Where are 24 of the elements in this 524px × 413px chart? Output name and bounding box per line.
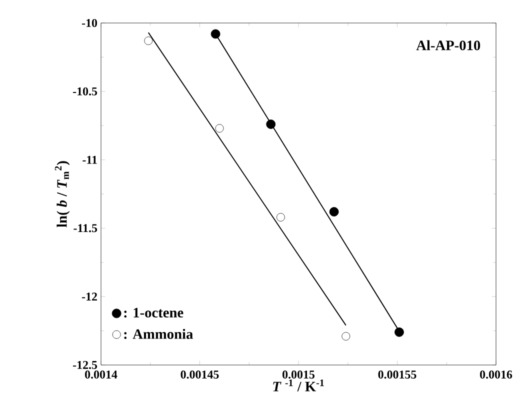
x-tick-label: 0.0014 — [85, 370, 118, 379]
point — [266, 120, 276, 129]
y-tick-label: -11 — [82, 156, 97, 164]
point — [215, 124, 224, 133]
x-tick-label: 0.00145 — [180, 370, 219, 379]
y-axis-title: ln( b / T$_{m}$$^{2}$) — [54, 161, 70, 228]
legend-label: : 1-octene — [124, 308, 184, 318]
point — [329, 207, 339, 216]
point — [144, 36, 153, 45]
legend-label: : Ammonia — [124, 328, 193, 340]
x-axis-title: T $^{-1}$ / K$^{-1}$ — [273, 379, 324, 392]
x-tick-label: 0.00155 — [378, 370, 416, 379]
y-tick-label: -12.5 — [73, 360, 98, 370]
point — [342, 332, 350, 340]
y-tick-label: -12 — [82, 292, 97, 301]
x-tick-label: 0.0015 — [282, 370, 314, 379]
point — [276, 213, 285, 222]
x-tick-label: 0.0016 — [480, 370, 512, 379]
y-tick-label: -10 — [82, 18, 98, 28]
point — [210, 29, 220, 39]
point — [394, 327, 404, 337]
y-tick-label: -11.5 — [74, 224, 98, 232]
y-tick-label: -10.5 — [73, 87, 98, 96]
annotation: Al-AP-010 — [416, 40, 480, 50]
